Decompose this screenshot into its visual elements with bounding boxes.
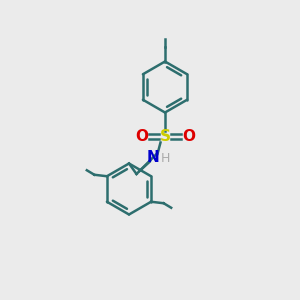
Text: H: H — [161, 152, 170, 166]
Text: O: O — [182, 129, 195, 144]
Text: N: N — [147, 150, 159, 165]
Text: O: O — [135, 129, 148, 144]
Text: S: S — [160, 129, 170, 144]
